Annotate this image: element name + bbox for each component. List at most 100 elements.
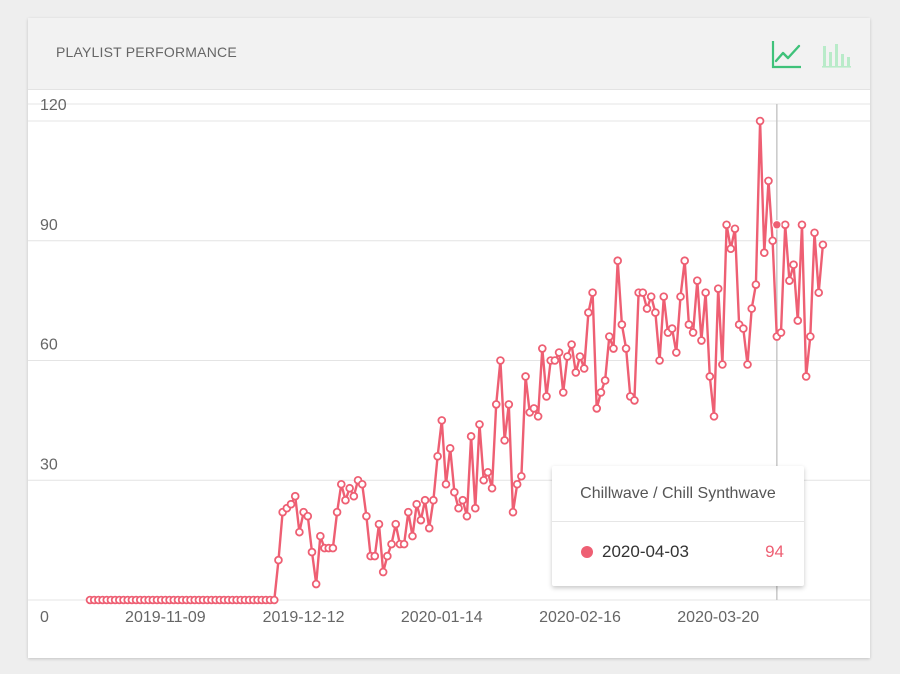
- data-point: [529, 404, 539, 413]
- x-tick-label: 2019-12-12: [263, 609, 345, 626]
- data-point: [630, 396, 639, 405]
- y-tick-label: 30: [40, 456, 58, 473]
- data-point: [701, 288, 710, 297]
- data-point: [667, 324, 677, 333]
- bar-chart-icon: [822, 44, 851, 68]
- data-point: [374, 519, 384, 529]
- data-point: [391, 519, 401, 529]
- data-point: [445, 444, 455, 453]
- data-point: [437, 416, 447, 425]
- data-point: [336, 479, 346, 489]
- tooltip-value: 94: [765, 542, 784, 561]
- card-header: PLAYLIST PERFORMANCE: [28, 18, 870, 90]
- data-point: [408, 531, 417, 541]
- tooltip-title: Chillwave / Chill Synthwave: [552, 466, 804, 522]
- data-point: [814, 288, 824, 297]
- data-point: [311, 579, 321, 589]
- data-point: [697, 336, 706, 345]
- data-point: [743, 360, 752, 369]
- data-point: [764, 176, 773, 186]
- bar-chart-button[interactable]: [819, 38, 853, 72]
- y-tick-label: 60: [40, 337, 58, 354]
- data-point: [500, 436, 509, 445]
- data-point: [672, 348, 681, 357]
- data-point: [274, 555, 283, 565]
- data-point: [504, 400, 514, 409]
- data-point: [613, 256, 622, 266]
- data-point: [316, 531, 325, 541]
- data-point: [328, 543, 338, 553]
- data-point: [655, 356, 664, 365]
- data-point: [801, 372, 811, 381]
- data-point: [605, 332, 614, 341]
- y-tick-label: 0: [40, 609, 49, 626]
- data-point: [554, 348, 564, 357]
- tooltip-date: 2020-04-03: [602, 542, 689, 561]
- data-point: [621, 344, 631, 353]
- data-point: [412, 499, 421, 509]
- data-point: [776, 328, 786, 337]
- data-point: [470, 503, 480, 513]
- data-point: [726, 244, 736, 254]
- data-point: [416, 515, 426, 525]
- data-point: [441, 479, 451, 489]
- chart-area[interactable]: 0 30 60 90 120 2019-11-09 2019-12-12 2020-01-14…: [28, 90, 870, 658]
- data-point: [433, 451, 442, 461]
- data-point: [496, 356, 505, 365]
- line-chart-button[interactable]: [769, 38, 803, 72]
- data-point: [730, 224, 740, 234]
- data-point: [567, 340, 576, 349]
- data-point: [387, 539, 396, 549]
- data-point: [458, 495, 468, 505]
- data-point: [362, 511, 371, 521]
- data-point: [584, 308, 593, 317]
- data-point: [755, 116, 765, 126]
- data-point: [558, 388, 568, 397]
- data-point: [399, 539, 409, 549]
- data-point: [680, 256, 689, 266]
- data-point: [357, 479, 367, 489]
- data-point: [479, 475, 488, 485]
- y-tick-label: 90: [40, 217, 58, 234]
- data-point: [345, 483, 354, 493]
- data-point: [759, 248, 769, 258]
- data-point: [713, 284, 723, 293]
- chart-card: PLAYLIST PERFORMANCE 0 30 60 90 120 2019-11-0…: [28, 18, 870, 658]
- data-point: [600, 376, 610, 385]
- data-point: [508, 507, 518, 517]
- data-point: [383, 551, 392, 561]
- line-chart: 0 30 60 90 120 2019-11-09 2019-12-12 2020-01-14…: [28, 97, 870, 626]
- data-point: [617, 320, 627, 329]
- data-point: [747, 304, 757, 313]
- data-point: [424, 523, 434, 533]
- data-point: [818, 240, 828, 250]
- data-point: [684, 320, 694, 329]
- x-tick-label: 2020-01-14: [401, 609, 483, 626]
- data-point: [349, 491, 359, 501]
- data-point: [307, 547, 317, 557]
- data-point: [588, 288, 597, 297]
- data-point: [378, 567, 388, 577]
- data-point: [785, 276, 794, 285]
- data-point: [303, 511, 313, 521]
- data-point: [517, 471, 526, 481]
- data-point: [793, 316, 803, 325]
- data-point: [797, 220, 807, 230]
- highlighted-point: [772, 220, 782, 230]
- tooltip-series-marker: [581, 546, 593, 558]
- data-point: [571, 368, 581, 377]
- data-point: [533, 412, 543, 421]
- data-tooltip: Chillwave / Chill Synthwave 2020-04-03 9…: [552, 466, 804, 586]
- x-tick-label: 2019-11-09: [125, 609, 206, 626]
- data-point: [780, 220, 790, 230]
- data-point: [596, 388, 606, 397]
- line-chart-icon: [771, 41, 801, 69]
- data-point: [806, 332, 815, 341]
- data-point: [521, 372, 530, 381]
- data-point: [332, 507, 342, 517]
- x-tick-label: 2020-02-16: [539, 609, 621, 626]
- data-point: [810, 228, 819, 238]
- data-point: [676, 292, 685, 301]
- data-point: [751, 280, 761, 289]
- data-point: [550, 356, 560, 365]
